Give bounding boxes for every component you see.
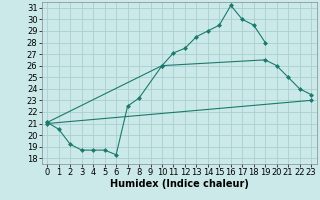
X-axis label: Humidex (Indice chaleur): Humidex (Indice chaleur) <box>110 179 249 189</box>
